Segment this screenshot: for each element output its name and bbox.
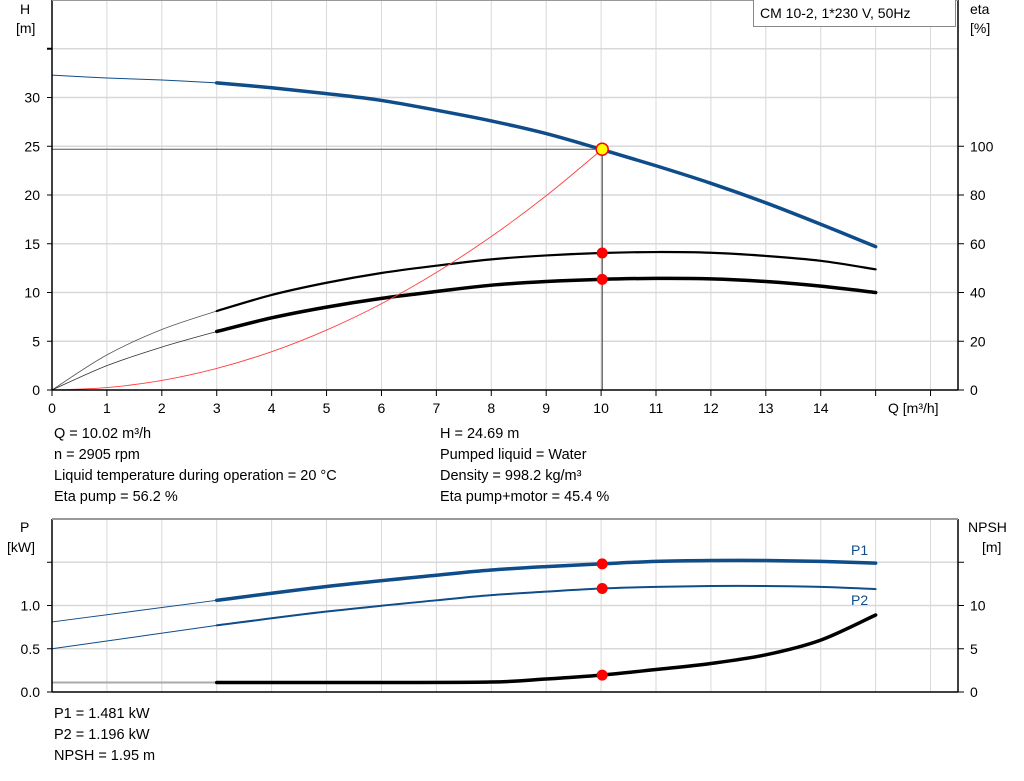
eta_pump_motor-curve-extrapolated bbox=[51, 331, 217, 391]
eta-axis-unit: [%] bbox=[970, 20, 990, 36]
p1-series-label: P1 bbox=[851, 542, 868, 558]
p-axis-label: P bbox=[20, 519, 29, 535]
y-tick-label: 5 bbox=[32, 333, 40, 349]
x-tick-label: 9 bbox=[542, 400, 550, 416]
x-tick-label: 2 bbox=[158, 400, 166, 416]
x-tick-label: 6 bbox=[378, 400, 386, 416]
x-tick-label: 12 bbox=[703, 400, 719, 416]
x-tick-label: 4 bbox=[268, 400, 276, 416]
y2-tick-label: 60 bbox=[970, 236, 986, 252]
info-bottom: P1 = 1.481 kW P2 = 1.196 kW NPSH = 1.95 … bbox=[54, 704, 155, 767]
p2-duty-point bbox=[596, 583, 608, 595]
x-tick-label: 11 bbox=[649, 400, 664, 416]
P1-curve-extrapolated bbox=[51, 599, 217, 623]
p1-duty-point bbox=[596, 558, 608, 570]
eta-pump-motor-readout: Eta pump+motor = 45.4 % bbox=[440, 489, 610, 505]
eta_pump-curve bbox=[215, 250, 877, 313]
eta_pump-curve-extrapolated bbox=[51, 310, 217, 391]
eta_pump_motor-curve bbox=[214, 276, 878, 334]
x-tick-label: 10 bbox=[593, 400, 609, 416]
x-tick-label: 14 bbox=[813, 400, 829, 416]
P2-curve bbox=[215, 584, 877, 627]
eta-axis-label: eta bbox=[970, 1, 990, 17]
npsh-tick-label: 0 bbox=[970, 684, 978, 700]
x-tick-label: 0 bbox=[48, 400, 56, 416]
npsh-duty-point bbox=[596, 669, 608, 681]
eta-pump-motor-duty-point bbox=[596, 273, 608, 285]
P2-curve-extrapolated bbox=[51, 624, 217, 650]
npsh-tick-label: 10 bbox=[970, 598, 986, 614]
p-tick-label: 0.0 bbox=[21, 684, 41, 700]
info-left: Q = 10.02 m³/h n = 2905 rpm Liquid tempe… bbox=[54, 424, 337, 508]
axes bbox=[47, 0, 964, 693]
y2-tick-label: 100 bbox=[970, 138, 994, 154]
q-axis-label: Q [m³/h] bbox=[888, 400, 939, 416]
P1-curve bbox=[214, 558, 878, 603]
p2-readout: P2 = 1.196 kW bbox=[54, 727, 150, 743]
temperature-readout: Liquid temperature during operation = 20… bbox=[54, 468, 337, 484]
npsh-readout: NPSH = 1.95 m bbox=[54, 748, 156, 764]
y-tick-label: 30 bbox=[24, 90, 40, 106]
y2-tick-label: 0 bbox=[970, 382, 978, 398]
x-tick-label: 5 bbox=[323, 400, 331, 416]
p-tick-label: 0.5 bbox=[21, 641, 41, 657]
npsh-axis-label: NPSH bbox=[968, 519, 1007, 535]
density-readout: Density = 998.2 kg/m³ bbox=[440, 468, 582, 484]
npsh-axis-unit: [m] bbox=[982, 539, 1001, 555]
speed-readout: n = 2905 rpm bbox=[54, 447, 140, 463]
x-tick-label: 13 bbox=[758, 400, 774, 416]
y-tick-label: 10 bbox=[24, 285, 40, 301]
y-tick-label: 0 bbox=[32, 382, 40, 398]
p2-series-label: P2 bbox=[851, 592, 868, 608]
p-axis-unit: [kW] bbox=[7, 539, 35, 555]
bottom-grid bbox=[52, 519, 958, 692]
eta-pump-readout: Eta pump = 56.2 % bbox=[54, 489, 178, 505]
y2-tick-label: 80 bbox=[970, 187, 986, 203]
H-curve-extrapolated bbox=[51, 74, 217, 84]
flow-readout: Q = 10.02 m³/h bbox=[54, 426, 152, 442]
curves bbox=[51, 74, 878, 685]
pump-title: CM 10-2, 1*230 V, 50Hz bbox=[753, 0, 956, 27]
h-axis-unit: [m] bbox=[16, 20, 35, 36]
h-axis-label: H bbox=[20, 1, 30, 17]
y-tick-label: 25 bbox=[24, 138, 40, 154]
p1-readout: P1 = 1.481 kW bbox=[54, 706, 150, 722]
system_curve-curve bbox=[51, 148, 603, 391]
eta-pump-duty-point bbox=[596, 247, 608, 259]
head-readout: H = 24.69 m bbox=[440, 426, 520, 442]
y-tick-label: 15 bbox=[24, 236, 40, 252]
liquid-readout: Pumped liquid = Water bbox=[440, 447, 587, 463]
y-tick-label: 20 bbox=[24, 187, 40, 203]
info-right: H = 24.69 m Pumped liquid = Water Densit… bbox=[440, 424, 609, 508]
x-tick-label: 7 bbox=[432, 400, 440, 416]
tick-labels: 0 1 2 3 4 5 6 7 8 9 10 11 12 13 1405101520253002040608… bbox=[21, 90, 994, 701]
x-tick-label: 1 bbox=[103, 400, 111, 416]
top-grid bbox=[52, 0, 958, 390]
npsh-tick-label: 5 bbox=[970, 641, 978, 657]
x-tick-label: 8 bbox=[487, 400, 495, 416]
head-duty-point bbox=[595, 142, 609, 157]
x-tick-label: 3 bbox=[213, 400, 221, 416]
p-tick-label: 1.0 bbox=[21, 598, 41, 614]
y2-tick-label: 40 bbox=[970, 285, 986, 301]
H-curve bbox=[214, 81, 878, 249]
y2-tick-label: 20 bbox=[970, 333, 986, 349]
